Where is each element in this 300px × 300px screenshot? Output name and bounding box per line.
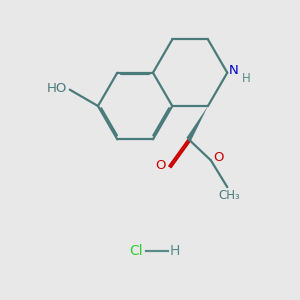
Text: H: H [242, 72, 251, 85]
Text: Cl: Cl [129, 244, 142, 258]
Text: CH₃: CH₃ [218, 189, 240, 202]
Text: HO: HO [47, 82, 68, 95]
Text: O: O [213, 151, 224, 164]
Text: N: N [229, 64, 238, 77]
Polygon shape [186, 106, 208, 141]
Text: H: H [169, 244, 180, 258]
Text: O: O [155, 159, 166, 172]
